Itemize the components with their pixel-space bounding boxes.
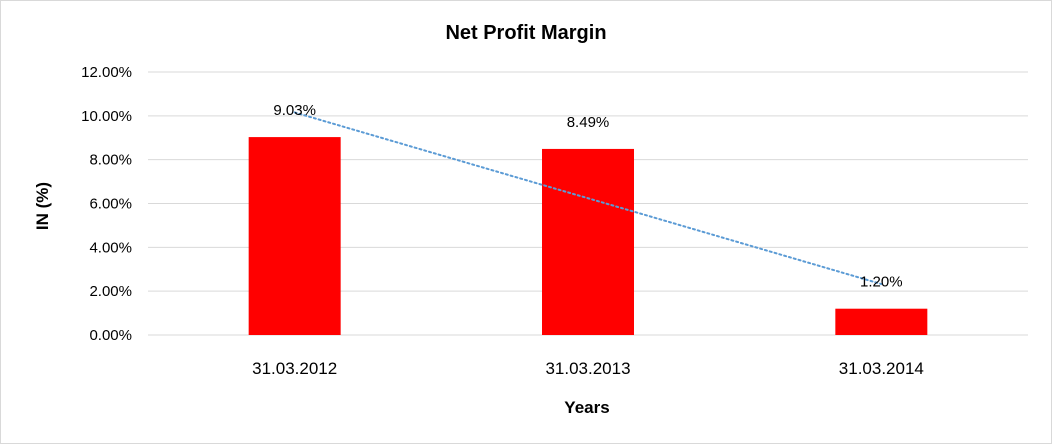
y-tick-label: 10.00% (81, 108, 132, 125)
data-label: 9.03% (273, 102, 316, 119)
y-tick-label: 0.00% (89, 327, 132, 344)
y-tick-label: 6.00% (89, 196, 132, 213)
x-axis-label: Years (564, 398, 609, 417)
y-tick-label: 4.00% (89, 239, 132, 256)
x-tick-label: 31.03.2012 (252, 359, 337, 378)
bar (542, 148, 634, 335)
y-axis-label: IN (%) (33, 182, 52, 230)
y-tick-label: 12.00% (81, 64, 132, 81)
y-tick-label: 8.00% (89, 152, 132, 169)
data-label: 8.49% (567, 114, 610, 131)
x-tick-label: 31.03.2013 (545, 359, 630, 378)
y-tick-label: 2.00% (89, 283, 132, 300)
bar (248, 137, 341, 335)
trendline (293, 111, 883, 286)
data-label: 1.20% (860, 274, 903, 291)
bar (835, 308, 928, 335)
chart-title: Net Profit Margin (445, 22, 606, 44)
x-tick-label: 31.03.2014 (839, 359, 924, 378)
